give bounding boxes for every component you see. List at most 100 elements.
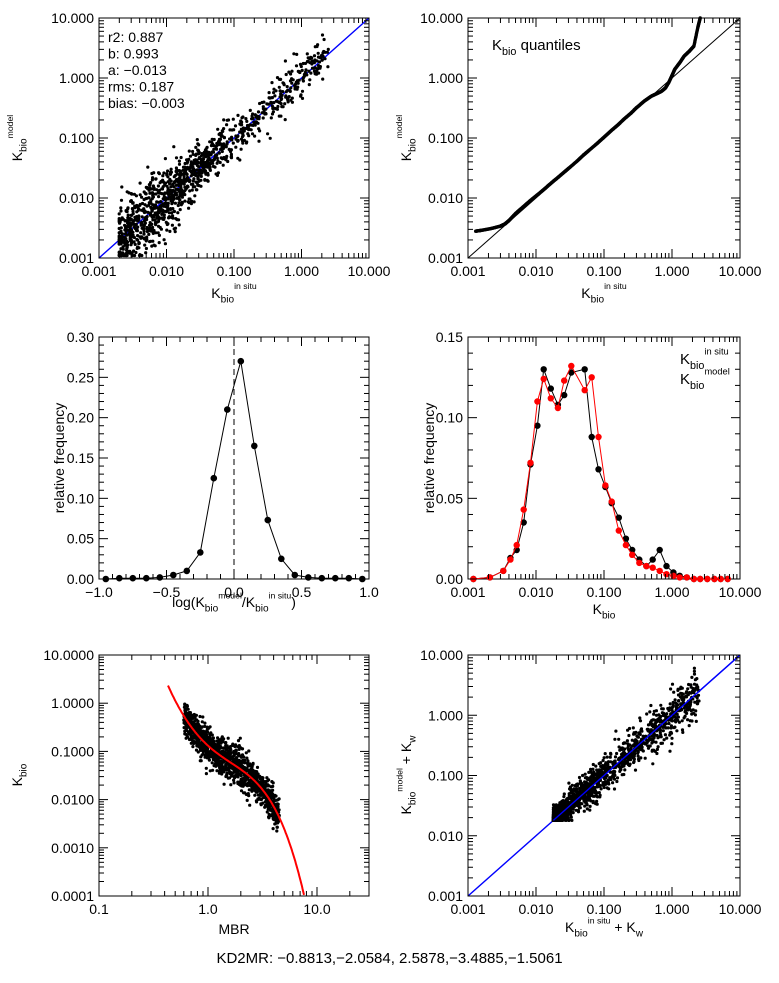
y-tick-label: 0.001 <box>59 250 94 266</box>
data-point <box>183 732 187 736</box>
data-point <box>186 730 190 734</box>
data-point <box>132 222 136 226</box>
data-point <box>138 203 142 207</box>
data-point <box>283 102 287 106</box>
data-point <box>169 207 173 211</box>
data-point <box>613 737 617 741</box>
data-point <box>265 776 269 780</box>
data-point <box>269 116 273 120</box>
data-point <box>197 156 201 160</box>
data-point <box>151 231 155 235</box>
data-point <box>253 134 257 138</box>
y-tick-label: 10.0000 <box>43 647 94 663</box>
data-point <box>179 155 183 160</box>
data-point <box>178 191 182 195</box>
data-point <box>301 77 305 82</box>
data-point <box>255 114 259 118</box>
data-point <box>162 238 166 242</box>
data-point <box>145 204 149 208</box>
data-point <box>214 759 218 763</box>
data-point <box>160 192 164 196</box>
y-tick-label: 1.000 <box>428 70 463 86</box>
data-point <box>170 571 177 579</box>
x-tick-label: 10.0 <box>303 901 330 917</box>
data-point <box>694 719 698 724</box>
data-point <box>147 183 151 187</box>
data-point <box>323 57 327 61</box>
data-point <box>186 185 190 189</box>
data-point <box>305 73 309 77</box>
data-point <box>594 773 598 777</box>
data-point <box>717 575 724 583</box>
data-point <box>184 723 188 727</box>
data-point <box>620 762 624 766</box>
data-point <box>161 174 165 178</box>
data-point <box>668 702 672 706</box>
data-point <box>121 245 125 249</box>
data-point <box>191 714 195 718</box>
data-point <box>145 229 149 234</box>
x-tick-label: 0.1 <box>89 901 109 917</box>
data-point <box>150 171 154 176</box>
y-axis-label-text: Kbio <box>9 763 29 786</box>
data-point <box>617 745 621 749</box>
data-point <box>275 805 279 810</box>
data-point <box>639 727 644 731</box>
data-point <box>310 56 314 60</box>
data-point <box>614 729 618 733</box>
data-point <box>288 79 293 83</box>
data-point <box>229 771 234 775</box>
data-point <box>143 191 147 195</box>
data-point <box>622 541 630 549</box>
data-point <box>246 759 250 763</box>
data-point <box>276 798 280 802</box>
data-point <box>218 763 223 767</box>
data-point <box>663 562 670 570</box>
data-point <box>148 229 152 233</box>
data-point <box>612 787 617 791</box>
data-point <box>199 154 204 158</box>
data-point <box>228 128 232 132</box>
data-point <box>162 204 166 208</box>
data-point <box>219 759 223 763</box>
data-point <box>640 747 644 751</box>
data-point <box>656 745 660 749</box>
data-point <box>174 193 179 197</box>
data-point <box>595 466 602 473</box>
data-point <box>554 404 562 412</box>
x-tick-label: 1.0 <box>359 584 379 600</box>
y-axis-label-text: Kbiomodel <box>5 115 29 161</box>
data-point <box>193 169 197 173</box>
data-point <box>247 778 251 782</box>
y-tick-label: 0.010 <box>428 190 463 206</box>
data-point <box>215 147 219 151</box>
data-point <box>206 747 210 751</box>
data-point <box>151 203 155 207</box>
plot-p2: 0.001 0.010 0.100 1.000 10.000 0.001 0.010 0.10… <box>420 10 761 279</box>
data-point <box>276 104 280 109</box>
data-point <box>226 118 231 122</box>
data-point <box>225 142 229 146</box>
data-point <box>119 209 123 213</box>
data-point <box>235 760 240 765</box>
data-point <box>248 803 252 807</box>
data-point <box>658 728 663 732</box>
data-point <box>229 783 233 787</box>
data-point <box>235 769 239 773</box>
data-point <box>547 385 554 392</box>
data-point <box>615 751 619 756</box>
data-point <box>260 776 264 780</box>
data-point <box>214 172 218 176</box>
data-point <box>261 105 265 109</box>
data-point <box>231 141 235 145</box>
series-model-line <box>473 364 728 580</box>
data-point <box>623 768 627 772</box>
data-point <box>181 168 185 172</box>
data-point <box>286 96 290 100</box>
data-point <box>248 764 252 768</box>
data-point <box>244 751 248 755</box>
data-point <box>132 249 136 253</box>
x-tick-label: 1.000 <box>654 584 689 600</box>
data-point <box>316 64 321 68</box>
data-point <box>189 162 193 166</box>
